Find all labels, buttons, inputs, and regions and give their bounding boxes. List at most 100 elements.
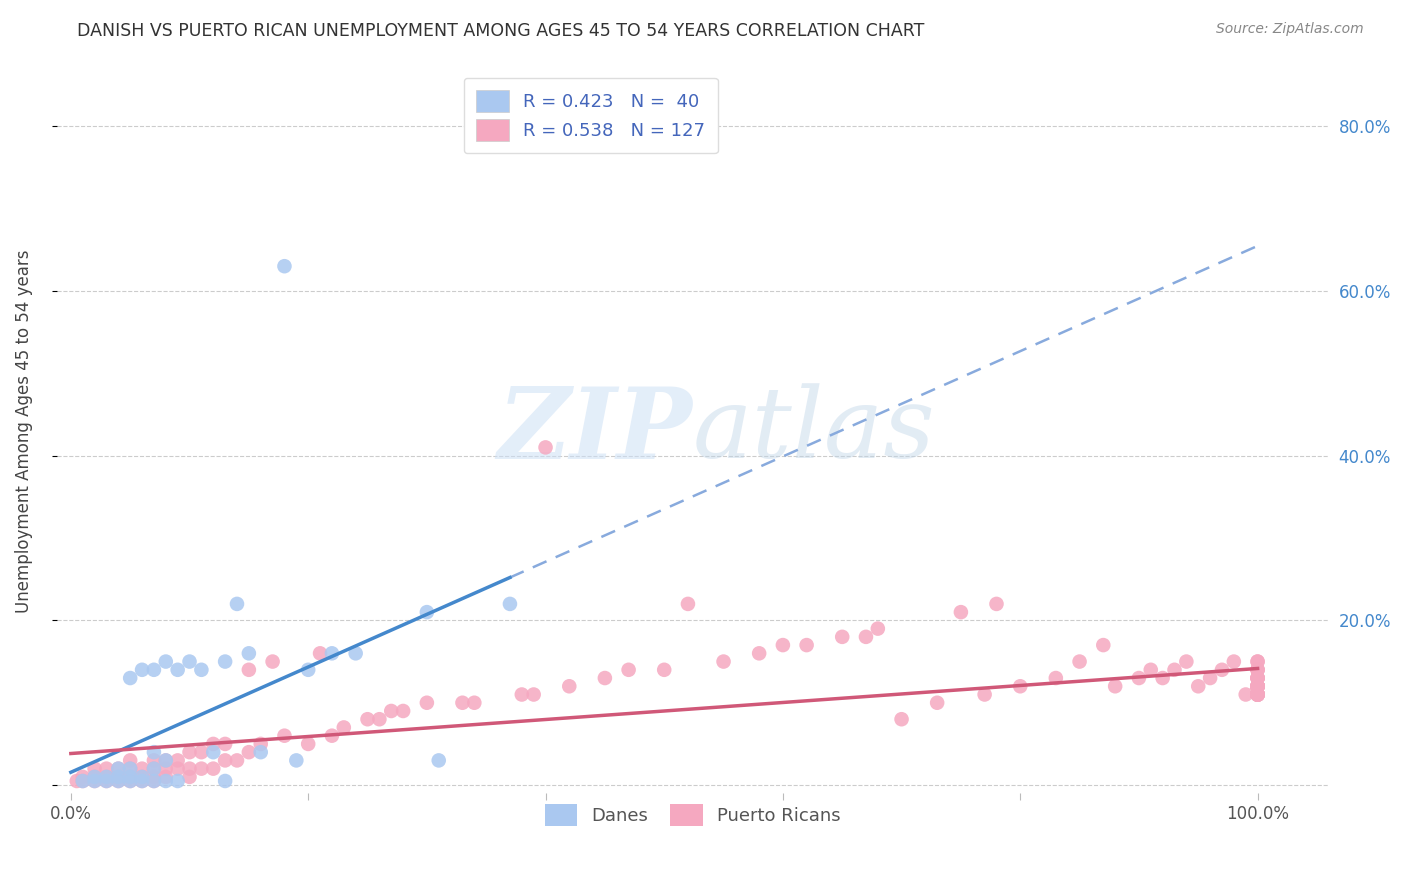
- Text: DANISH VS PUERTO RICAN UNEMPLOYMENT AMONG AGES 45 TO 54 YEARS CORRELATION CHART: DANISH VS PUERTO RICAN UNEMPLOYMENT AMON…: [77, 22, 925, 40]
- Y-axis label: Unemployment Among Ages 45 to 54 years: Unemployment Among Ages 45 to 54 years: [15, 249, 32, 613]
- Point: [1069, 655, 1091, 669]
- Point: [83, 762, 105, 776]
- Point: [1104, 679, 1126, 693]
- Point: [155, 770, 177, 784]
- Point: [214, 655, 236, 669]
- Point: [202, 737, 225, 751]
- Point: [120, 762, 142, 776]
- Point: [927, 696, 949, 710]
- Point: [1139, 663, 1161, 677]
- Point: [120, 770, 142, 784]
- Point: [1246, 688, 1268, 702]
- Point: [1175, 655, 1198, 669]
- Point: [142, 770, 165, 784]
- Point: [155, 753, 177, 767]
- Point: [262, 655, 284, 669]
- Point: [855, 630, 877, 644]
- Point: [131, 774, 153, 789]
- Point: [510, 688, 533, 702]
- Point: [166, 663, 188, 677]
- Point: [155, 762, 177, 776]
- Point: [120, 671, 142, 685]
- Point: [523, 688, 546, 702]
- Point: [1246, 679, 1268, 693]
- Point: [1246, 688, 1268, 702]
- Point: [155, 655, 177, 669]
- Point: [214, 753, 236, 767]
- Text: ZIP: ZIP: [498, 383, 693, 479]
- Point: [1246, 688, 1268, 702]
- Point: [142, 762, 165, 776]
- Point: [676, 597, 699, 611]
- Point: [796, 638, 818, 652]
- Point: [1246, 679, 1268, 693]
- Point: [273, 259, 295, 273]
- Point: [120, 774, 142, 789]
- Point: [238, 745, 260, 759]
- Point: [1092, 638, 1115, 652]
- Point: [226, 597, 249, 611]
- Point: [72, 770, 94, 784]
- Point: [1246, 663, 1268, 677]
- Point: [142, 774, 165, 789]
- Point: [131, 663, 153, 677]
- Point: [1246, 655, 1268, 669]
- Point: [83, 770, 105, 784]
- Point: [1128, 671, 1150, 685]
- Point: [1246, 679, 1268, 693]
- Point: [190, 762, 212, 776]
- Point: [1246, 679, 1268, 693]
- Point: [107, 762, 129, 776]
- Point: [155, 753, 177, 767]
- Point: [179, 745, 201, 759]
- Point: [142, 762, 165, 776]
- Point: [1234, 688, 1257, 702]
- Point: [142, 663, 165, 677]
- Point: [1187, 679, 1209, 693]
- Point: [890, 712, 912, 726]
- Point: [190, 663, 212, 677]
- Point: [1246, 688, 1268, 702]
- Point: [1246, 679, 1268, 693]
- Point: [96, 774, 118, 789]
- Point: [83, 774, 105, 789]
- Point: [713, 655, 735, 669]
- Point: [297, 663, 319, 677]
- Point: [120, 774, 142, 789]
- Point: [973, 688, 995, 702]
- Point: [107, 774, 129, 789]
- Point: [451, 696, 474, 710]
- Text: atlas: atlas: [693, 384, 935, 479]
- Point: [179, 655, 201, 669]
- Point: [1010, 679, 1032, 693]
- Point: [120, 753, 142, 767]
- Point: [772, 638, 794, 652]
- Point: [866, 622, 889, 636]
- Point: [1246, 671, 1268, 685]
- Point: [1246, 679, 1268, 693]
- Point: [166, 774, 188, 789]
- Point: [1223, 655, 1246, 669]
- Point: [831, 630, 853, 644]
- Point: [344, 646, 367, 660]
- Point: [1246, 679, 1268, 693]
- Point: [1246, 655, 1268, 669]
- Point: [1246, 679, 1268, 693]
- Point: [1246, 688, 1268, 702]
- Point: [297, 737, 319, 751]
- Point: [1246, 688, 1268, 702]
- Point: [463, 696, 485, 710]
- Point: [83, 770, 105, 784]
- Point: [131, 770, 153, 784]
- Point: [1246, 679, 1268, 693]
- Point: [107, 770, 129, 784]
- Point: [72, 774, 94, 789]
- Point: [558, 679, 581, 693]
- Point: [166, 762, 188, 776]
- Point: [202, 745, 225, 759]
- Point: [142, 753, 165, 767]
- Point: [1246, 679, 1268, 693]
- Point: [202, 762, 225, 776]
- Point: [96, 762, 118, 776]
- Point: [131, 774, 153, 789]
